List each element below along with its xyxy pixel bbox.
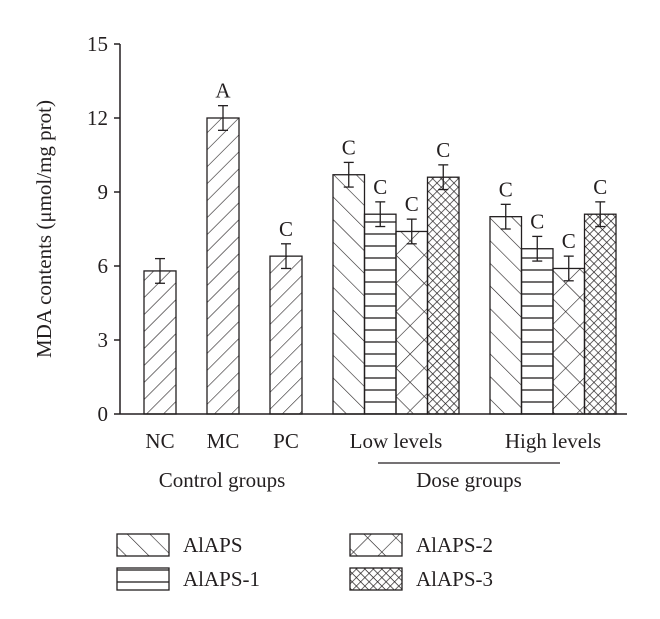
legend-swatch xyxy=(116,567,170,591)
legend-label: AlAPS-2 xyxy=(416,533,493,557)
y-ticks: 0 3 6 9 12 15 xyxy=(87,32,120,426)
y-tick-label: 9 xyxy=(98,180,109,204)
significance-letter: A xyxy=(215,79,231,103)
x-tick-label: High levels xyxy=(505,429,601,453)
x-tick-label: Low levels xyxy=(350,429,443,453)
bar-alaps-high xyxy=(489,216,523,415)
y-tick-label: 15 xyxy=(87,32,108,56)
bar-alaps-2-high xyxy=(552,267,586,415)
significance-letter: C xyxy=(530,209,544,233)
legend-swatch xyxy=(349,567,403,591)
x-tick-label: PC xyxy=(273,429,299,453)
significance-letter: C xyxy=(373,175,387,199)
legend-swatch xyxy=(349,533,403,557)
y-axis-label: MDA contents (μmol/mg prot) xyxy=(32,100,56,358)
y-tick-label: 3 xyxy=(98,328,109,352)
y-tick-label: 0 xyxy=(98,402,109,426)
bar-alaps-3-low xyxy=(426,176,460,415)
legend-swatch xyxy=(116,533,170,557)
bar-mc xyxy=(206,117,240,415)
x-labels: NC MC PC Control groups Low levels High level… xyxy=(145,429,601,492)
significance-letter: C xyxy=(499,177,513,201)
group-label-control: Control groups xyxy=(159,468,286,492)
significance-letter: C xyxy=(405,192,419,216)
legend: AlAPS AlAPS-1 AlAPS-2 AlAPS-3 xyxy=(116,533,493,591)
significance-letter: C xyxy=(342,135,356,159)
significance-letter: C xyxy=(562,229,576,253)
x-tick-label: MC xyxy=(207,429,240,453)
x-tick-label: NC xyxy=(145,429,174,453)
bar-alaps-low xyxy=(332,174,366,415)
y-tick-label: 6 xyxy=(98,254,109,278)
bar-pc xyxy=(269,255,303,415)
bar-alaps-1-low xyxy=(363,213,397,415)
y-tick-label: 12 xyxy=(87,106,108,130)
bar-alaps-3-high xyxy=(583,213,617,415)
bar-alaps-2-low xyxy=(395,230,429,415)
bar-alaps-1-high xyxy=(520,248,554,415)
significance-letter: C xyxy=(279,217,293,241)
significance-letter: C xyxy=(593,175,607,199)
legend-label: AlAPS xyxy=(183,533,243,557)
bar-nc xyxy=(143,270,177,415)
significance-letter: C xyxy=(436,138,450,162)
legend-label: AlAPS-1 xyxy=(183,567,260,591)
legend-label: AlAPS-3 xyxy=(416,567,493,591)
group-label-dose: Dose groups xyxy=(416,468,522,492)
